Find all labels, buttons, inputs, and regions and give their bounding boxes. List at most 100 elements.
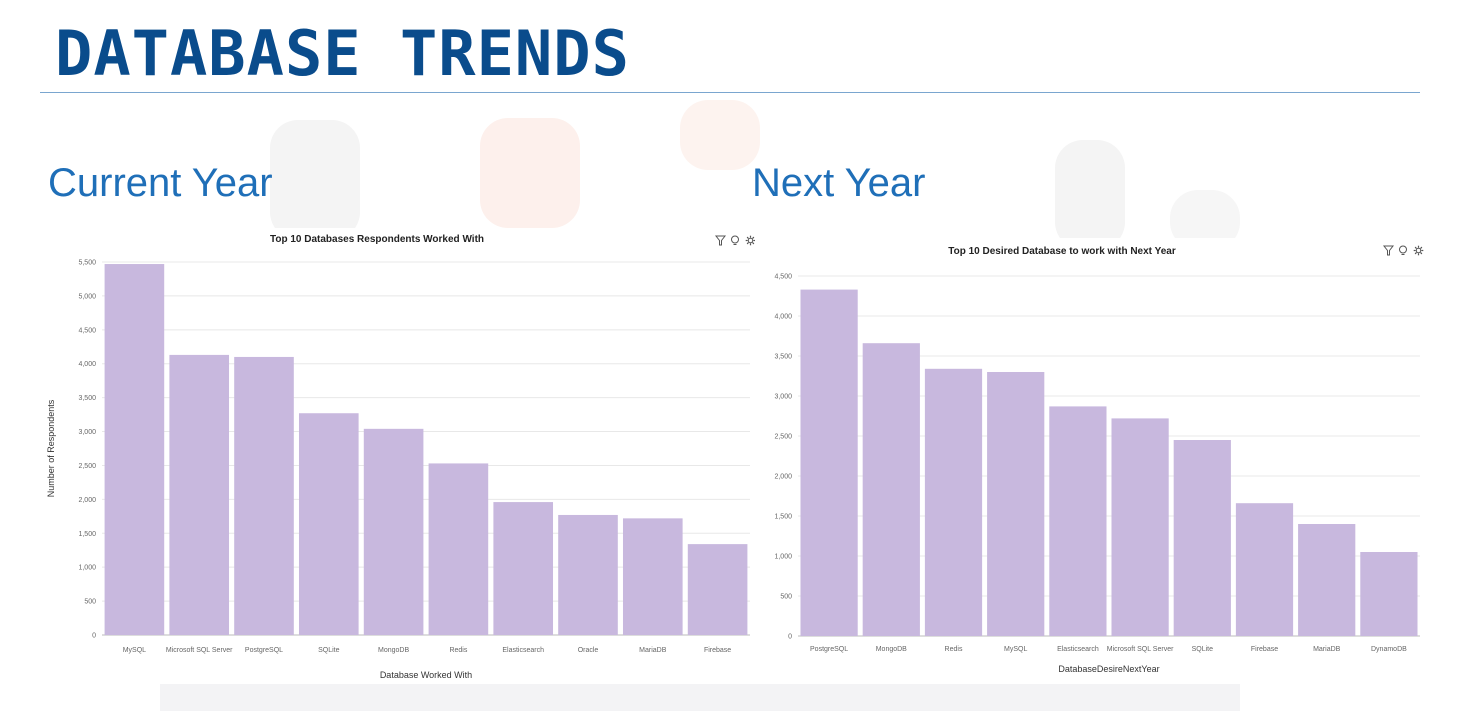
x-tick-label: PostgreSQL xyxy=(810,646,848,653)
bar xyxy=(924,368,983,636)
y-tick-label: 4,000 xyxy=(774,314,792,321)
current-year-chart-svg: Top 10 Databases Respondents Worked With… xyxy=(46,234,755,680)
next-year-chart-svg: Top 10 Desired Database to work with Nex… xyxy=(774,245,1424,674)
current-year-chart: Top 10 Databases Respondents Worked With… xyxy=(40,228,755,684)
x-tick-label: Redis xyxy=(945,646,963,653)
bar xyxy=(298,413,359,635)
bar xyxy=(493,502,554,635)
background-band xyxy=(160,684,1240,711)
lightbulb-icon-shape xyxy=(731,235,739,244)
y-tick-label: 3,000 xyxy=(78,429,96,436)
next-year-label: Next Year xyxy=(752,161,926,205)
x-tick-label: DynamoDB xyxy=(1371,646,1407,653)
bar xyxy=(1298,524,1356,636)
x-tick-label: SQLite xyxy=(318,647,340,654)
settings-icon-tooth xyxy=(752,236,755,239)
y-tick-label: 4,000 xyxy=(78,361,96,368)
x-axis-title: DatabaseDesireNextYear xyxy=(1058,664,1159,674)
y-tick-label: 2,500 xyxy=(78,463,96,470)
y-tick-label: 3,500 xyxy=(78,395,96,402)
filter-icon xyxy=(1382,245,1395,256)
slide-title: DATABASE TRENDS xyxy=(55,17,630,90)
y-tick-label: 3,500 xyxy=(774,354,792,361)
lightbulb-icon xyxy=(1399,245,1407,255)
x-tick-label: Microsoft SQL Server xyxy=(166,647,233,654)
filter-icon-shape xyxy=(1382,245,1395,256)
settings-icon xyxy=(745,235,755,246)
chart-title: Top 10 Databases Respondents Worked With xyxy=(270,234,484,245)
bar xyxy=(363,428,424,635)
bar xyxy=(800,289,858,636)
chart-title: Top 10 Desired Database to work with Nex… xyxy=(948,246,1176,257)
bar xyxy=(558,514,618,635)
x-tick-label: Microsoft SQL Server xyxy=(1107,646,1174,653)
settings-icon-tooth xyxy=(1420,246,1423,249)
bar xyxy=(1235,503,1294,636)
bar xyxy=(862,343,920,636)
settings-icon-tooth xyxy=(746,236,749,239)
x-tick-label: MongoDB xyxy=(378,647,409,654)
x-tick-label: MariaDB xyxy=(639,647,667,654)
y-tick-label: 5,000 xyxy=(78,293,96,300)
filter-icon xyxy=(714,235,727,246)
y-tick-label: 2,500 xyxy=(774,434,792,441)
bar xyxy=(234,356,294,635)
x-tick-label: MySQL xyxy=(1004,646,1027,653)
settings-icon-hub xyxy=(747,237,754,244)
x-tick-label: MongoDB xyxy=(876,646,907,653)
x-tick-label: PostgreSQL xyxy=(245,647,283,654)
x-tick-label: Firebase xyxy=(1251,646,1278,653)
lightbulb-icon-shape xyxy=(1399,245,1407,254)
bar xyxy=(104,264,165,635)
x-tick-label: Elasticsearch xyxy=(502,647,544,654)
y-tick-label: 5,500 xyxy=(78,260,96,267)
x-tick-label: SQLite xyxy=(1192,646,1214,653)
bar xyxy=(687,544,748,635)
current-year-label: Current Year xyxy=(48,161,273,205)
x-tick-label: Redis xyxy=(449,647,467,654)
bar xyxy=(169,354,230,635)
y-tick-label: 2,000 xyxy=(774,474,792,481)
x-tick-label: MySQL xyxy=(123,647,146,654)
y-tick-label: 4,500 xyxy=(78,327,96,334)
title-divider xyxy=(40,92,1420,93)
settings-icon xyxy=(1413,245,1424,256)
background-shape xyxy=(1055,140,1125,250)
bar xyxy=(428,463,489,635)
settings-icon-tooth xyxy=(746,242,749,245)
next-year-chart: Top 10 Desired Database to work with Nex… xyxy=(762,238,1430,674)
background-shape xyxy=(270,120,360,240)
y-tick-label: 0 xyxy=(92,633,96,640)
y-tick-label: 3,000 xyxy=(774,394,792,401)
y-tick-label: 1,000 xyxy=(78,565,96,572)
settings-icon-tooth xyxy=(752,242,755,245)
bar xyxy=(1173,440,1231,636)
background-shape xyxy=(480,118,580,228)
background-shape xyxy=(680,100,760,170)
settings-icon-hub xyxy=(1415,247,1422,254)
y-tick-label: 500 xyxy=(84,599,96,606)
y-tick-label: 0 xyxy=(788,634,792,641)
lightbulb-icon xyxy=(731,235,739,245)
settings-icon-tooth xyxy=(1420,252,1423,255)
y-tick-label: 2,000 xyxy=(78,497,96,504)
bar xyxy=(987,372,1045,636)
bar xyxy=(1360,552,1418,636)
bar xyxy=(1049,406,1107,636)
y-axis-title: Number of Respondents xyxy=(46,399,56,497)
filter-icon-shape xyxy=(714,235,727,246)
y-tick-label: 4,500 xyxy=(774,274,792,281)
bar xyxy=(622,518,683,635)
x-tick-label: Oracle xyxy=(578,647,599,654)
y-tick-label: 500 xyxy=(780,594,792,601)
y-tick-label: 1,500 xyxy=(774,514,792,521)
y-tick-label: 1,500 xyxy=(78,531,96,538)
x-tick-label: Elasticsearch xyxy=(1057,646,1099,653)
x-tick-label: Firebase xyxy=(704,647,731,654)
bar xyxy=(1111,418,1169,636)
settings-icon-tooth xyxy=(1414,246,1417,249)
x-axis-title: Database Worked With xyxy=(380,670,472,680)
y-tick-label: 1,000 xyxy=(774,554,792,561)
x-tick-label: MariaDB xyxy=(1313,646,1341,653)
settings-icon-tooth xyxy=(1414,252,1417,255)
